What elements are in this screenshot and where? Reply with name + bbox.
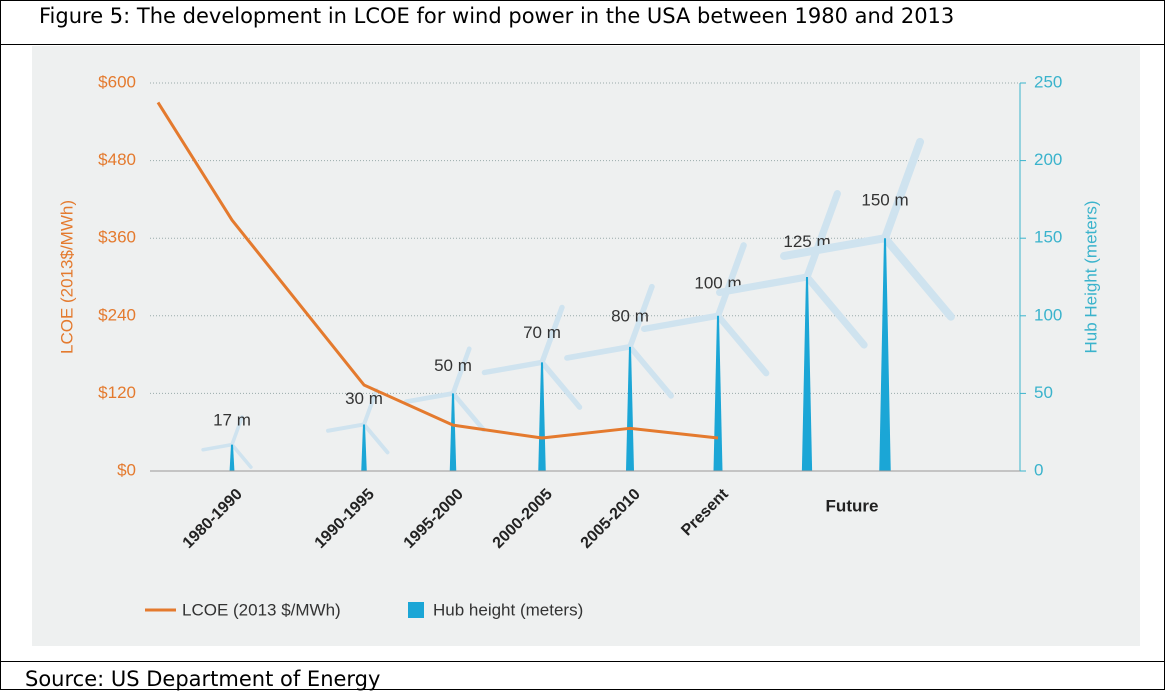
chart-background xyxy=(32,46,1140,646)
y-tick-label: $240 xyxy=(98,305,136,324)
legend-label: Hub height (meters) xyxy=(433,600,583,619)
y-axis-title: LCOE (2013$/MWh) xyxy=(57,200,76,354)
legend-swatch-bar xyxy=(408,602,424,618)
y2-tick-label: 250 xyxy=(1034,72,1062,91)
value-label: 80 m xyxy=(611,306,649,325)
value-label: 150 m xyxy=(861,191,908,210)
future-label: Future xyxy=(826,496,879,515)
y-tick-label: $480 xyxy=(98,150,136,169)
y-tick-label: $0 xyxy=(117,460,136,479)
y2-tick-label: 0 xyxy=(1034,460,1043,479)
y2-tick-label: 50 xyxy=(1034,383,1053,402)
y-tick-label: $360 xyxy=(98,228,136,247)
chart: $0 $120 $240 $360 $480 $600 0 50 100 150 200 250 LCO… xyxy=(0,0,1165,660)
source: Source: US Department of Energy xyxy=(1,661,1164,689)
y2-tick-label: 200 xyxy=(1034,150,1062,169)
y-tick-label: $120 xyxy=(98,383,136,402)
page: Figure 5: The development in LCOE for wi… xyxy=(0,0,1165,690)
y2-tick-label: 100 xyxy=(1034,305,1062,324)
y2-axis-title: Hub Height (meters) xyxy=(1081,200,1100,353)
y-tick-label: $600 xyxy=(98,72,136,91)
legend-label: LCOE (2013 $/MWh) xyxy=(182,600,341,619)
value-label: 17 m xyxy=(213,410,251,429)
value-label: 50 m xyxy=(434,356,472,375)
value-label: 70 m xyxy=(523,323,561,342)
y2-tick-label: 150 xyxy=(1034,228,1062,247)
